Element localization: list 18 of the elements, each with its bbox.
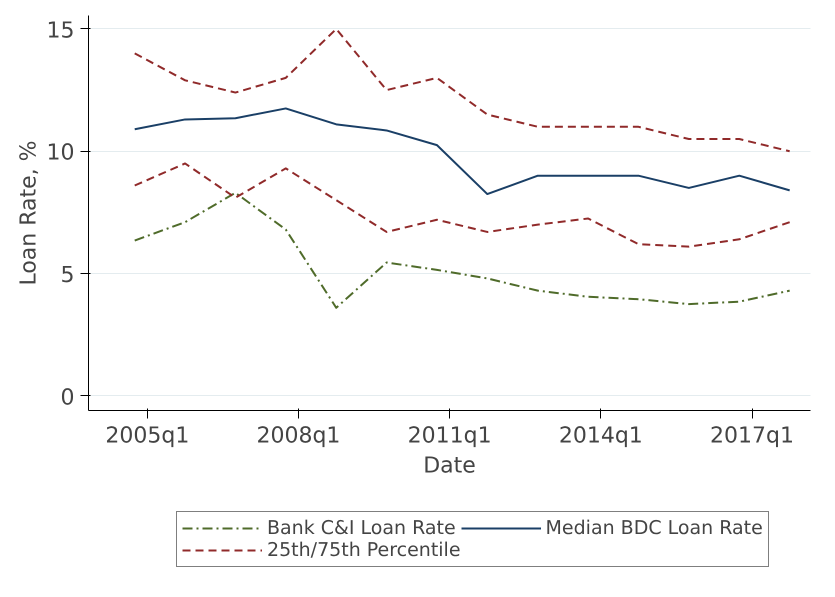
y-axis-title: Loan Rate, % xyxy=(16,140,42,286)
y-tick-label: 0 xyxy=(60,385,75,410)
line-series xyxy=(134,107,791,196)
line-series xyxy=(134,28,791,152)
x-axis-title: Date xyxy=(423,454,476,478)
line-series xyxy=(134,192,791,309)
y-tick-label: 5 xyxy=(60,263,75,288)
x-tick-label: 2011q1 xyxy=(408,424,492,448)
legend-label: 25th/75th Percentile xyxy=(267,539,461,561)
x-tick-label: 2014q1 xyxy=(558,424,643,448)
y-tick-label: 15 xyxy=(46,18,75,44)
legend-label: Median BDC Loan Rate xyxy=(546,517,763,539)
x-tick-label: 2005q1 xyxy=(105,424,190,448)
x-tick-label: 2008q1 xyxy=(256,424,340,448)
y-tick-label: 10 xyxy=(46,140,75,166)
x-tick-label: 2017q1 xyxy=(710,424,794,448)
legend-label: Bank C&I Loan Rate xyxy=(267,517,456,539)
line-series xyxy=(134,162,791,248)
